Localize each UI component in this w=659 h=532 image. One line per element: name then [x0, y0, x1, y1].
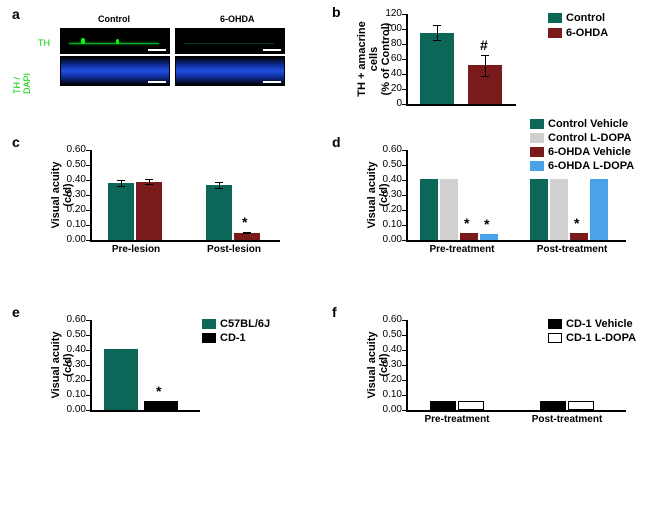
chart-bar	[590, 179, 608, 241]
legend-e-0: C57BL/6J	[202, 318, 270, 330]
panel-b-chart: 020406080100120TH + amacrine cells(% of …	[370, 14, 530, 114]
legend-d-3-label: 6-OHDA L-DOPA	[548, 160, 634, 172]
legend-d-0: Control Vehicle	[530, 118, 628, 130]
micro-col-control: Control	[98, 14, 130, 24]
chart-bar	[550, 179, 568, 241]
micro-bot-right	[175, 56, 285, 86]
chart-bar	[108, 183, 134, 240]
x-category-label: Post-treatment	[526, 414, 608, 425]
legend-f-0: CD-1 Vehicle	[548, 318, 633, 330]
legend-d-2: 6-OHDA Vehicle	[530, 146, 631, 158]
legend-d-1: Control L-DOPA	[530, 132, 632, 144]
x-category-label: Post-lesion	[198, 244, 270, 255]
panel-f-label: f	[332, 304, 337, 320]
legend-e-0-label: C57BL/6J	[220, 318, 270, 330]
micro-bot-left	[60, 56, 170, 86]
legend-b-control-label: Control	[566, 12, 605, 24]
panel-c-label: c	[12, 134, 20, 150]
micro-top-right	[175, 28, 285, 54]
chart-bar	[440, 179, 458, 241]
chart-bar	[420, 33, 454, 104]
chart-bar	[530, 179, 548, 241]
micro-row-th: TH	[38, 38, 50, 48]
panel-d-label: d	[332, 134, 341, 150]
chart-bar	[206, 185, 232, 241]
chart-bar	[568, 401, 594, 410]
legend-f-0-label: CD-1 Vehicle	[566, 318, 633, 330]
panel-e-label: e	[12, 304, 20, 320]
legend-d-0-label: Control Vehicle	[548, 118, 628, 130]
micro-top-left	[60, 28, 170, 54]
micro-row-th-dapi: TH / DAPI	[12, 54, 32, 94]
legend-d-2-label: 6-OHDA Vehicle	[548, 146, 631, 158]
legend-b-6ohda-label: 6-OHDA	[566, 27, 608, 39]
chart-bar	[430, 401, 456, 410]
legend-d-3: 6-OHDA L-DOPA	[530, 160, 634, 172]
legend-b-6ohda: 6-OHDA	[548, 27, 608, 39]
chart-bar	[570, 233, 588, 241]
chart-bar	[144, 401, 178, 410]
micro-col-6ohda: 6-OHDA	[220, 14, 255, 24]
x-category-label: Pre-lesion	[100, 244, 172, 255]
legend-f-1-label: CD-1 L-DOPA	[566, 332, 636, 344]
significance-marker: *	[242, 214, 247, 230]
panel-a-label: a	[12, 6, 20, 22]
significance-marker: *	[574, 215, 579, 231]
chart-bar	[460, 233, 478, 241]
x-category-label: Pre-treatment	[416, 414, 498, 425]
panel-b-label: b	[332, 4, 341, 20]
chart-bar	[136, 182, 162, 241]
legend-e-1-label: CD-1	[220, 332, 246, 344]
legend-b-control: Control	[548, 12, 605, 24]
legend-f-1: CD-1 L-DOPA	[548, 332, 636, 344]
x-category-label: Post-treatment	[526, 244, 618, 255]
significance-marker: *	[156, 383, 161, 399]
chart-bar	[104, 349, 138, 411]
significance-marker: *	[464, 215, 469, 231]
chart-bar	[458, 401, 484, 410]
panel-c-chart: 0.000.100.200.300.400.500.60Visual acuit…	[54, 150, 284, 260]
chart-bar	[480, 234, 498, 240]
legend-e-1: CD-1	[202, 332, 246, 344]
x-category-label: Pre-treatment	[416, 244, 508, 255]
significance-marker: *	[484, 216, 489, 232]
chart-bar	[540, 401, 566, 410]
significance-marker: #	[480, 37, 488, 53]
chart-bar	[420, 179, 438, 241]
legend-d-1-label: Control L-DOPA	[548, 132, 632, 144]
